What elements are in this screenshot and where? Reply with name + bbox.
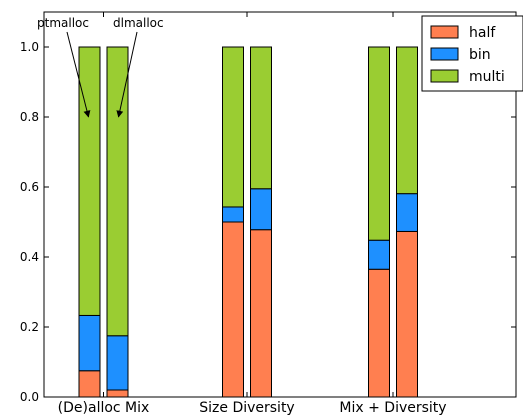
bar-segment-half [106,389,129,398]
bar-segment-bin [396,193,418,232]
bar-segment-multi [250,46,272,190]
legend-swatch-half [430,25,459,39]
legend-swatch-bin [430,47,459,61]
bar-segment-bin [222,206,244,223]
annotations: ptmalloc dlmalloc [37,16,164,118]
bar-segment-half [368,268,390,398]
bar-segment-bin [106,335,129,391]
bar-segment-half [250,229,272,398]
bar-segment-multi [106,46,129,337]
plot-frame [43,11,517,398]
legend-swatch-multi [430,69,459,83]
y-tick-label: 0.4 [20,250,39,264]
y-tick-label: 0.2 [20,320,39,334]
x-category-label: Size Diversity [199,400,294,415]
bar-segment-multi [396,46,418,195]
annotation-arrow [66,31,91,118]
y-tick-label: 0.8 [20,110,39,124]
bar-segment-multi [368,46,390,241]
y-tick-label: 1.0 [20,40,39,54]
bar-segment-bin [368,239,390,270]
legend-label-multi: multi [469,69,505,85]
axes-layer: 0.0 0.2 0.4 0.6 0.8 1.0 (De)alloc Mix Size Dive… [20,11,517,415]
bars-layer [78,46,418,398]
x-category-label: (De)alloc Mix [58,400,150,415]
annotation-label: dlmalloc [113,16,164,30]
bar-segment-bin [250,188,272,231]
bar-segment-half [78,370,101,398]
legend: half bin multi [421,15,523,92]
legend-label-bin: bin [469,47,491,63]
x-category-label: Mix + Diversity [339,400,446,415]
legend-label-half: half [469,25,496,41]
bar-segment-bin [78,314,101,372]
annotation-label: ptmalloc [37,16,89,30]
bar-segment-multi [78,46,101,316]
annotation-arrow [116,31,138,118]
bar-segment-half [396,230,418,398]
y-tick-label: 0.6 [20,180,39,194]
bar-segment-multi [222,46,244,208]
y-tick-label: 0.0 [20,390,39,404]
bar-segment-half [222,221,244,398]
